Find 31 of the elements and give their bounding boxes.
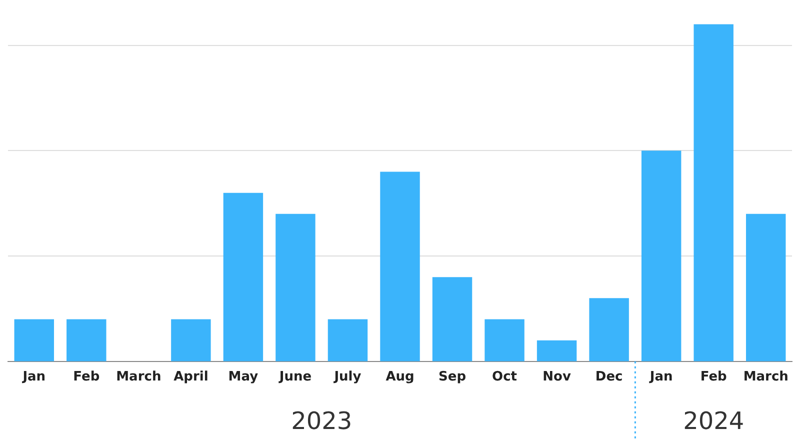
bar bbox=[328, 319, 368, 362]
x-tick-label: Aug bbox=[386, 370, 414, 385]
x-tick-label: Sep bbox=[438, 370, 466, 385]
bar bbox=[641, 150, 682, 362]
x-tick-label: June bbox=[278, 370, 312, 385]
x-tick-label: Feb bbox=[73, 370, 100, 385]
bar bbox=[66, 319, 106, 362]
bar bbox=[171, 319, 211, 362]
x-tick-label: Feb bbox=[700, 370, 727, 385]
x-tick-label: March bbox=[116, 370, 162, 385]
bar bbox=[223, 192, 264, 362]
x-tick-label: Jan bbox=[648, 370, 673, 385]
x-tick-label: March bbox=[743, 370, 788, 385]
x-tick-label: Jan bbox=[22, 370, 46, 385]
x-tick-label: July bbox=[333, 370, 362, 385]
x-tick-label: May bbox=[228, 370, 259, 385]
x-tick-label: Oct bbox=[492, 370, 518, 385]
text: 2024 bbox=[683, 407, 744, 436]
bar bbox=[536, 340, 577, 362]
text: 2023 bbox=[291, 407, 352, 436]
bar bbox=[746, 214, 786, 362]
bar bbox=[380, 172, 420, 362]
bar bbox=[694, 24, 734, 362]
x-tick-label: Nov bbox=[542, 370, 572, 385]
bar bbox=[589, 298, 629, 362]
bar bbox=[484, 319, 524, 362]
x-tick-label: April bbox=[174, 370, 208, 385]
x-tick-label: Dec bbox=[595, 370, 623, 385]
bar bbox=[432, 277, 472, 362]
bar bbox=[14, 319, 54, 362]
bar bbox=[276, 214, 316, 362]
